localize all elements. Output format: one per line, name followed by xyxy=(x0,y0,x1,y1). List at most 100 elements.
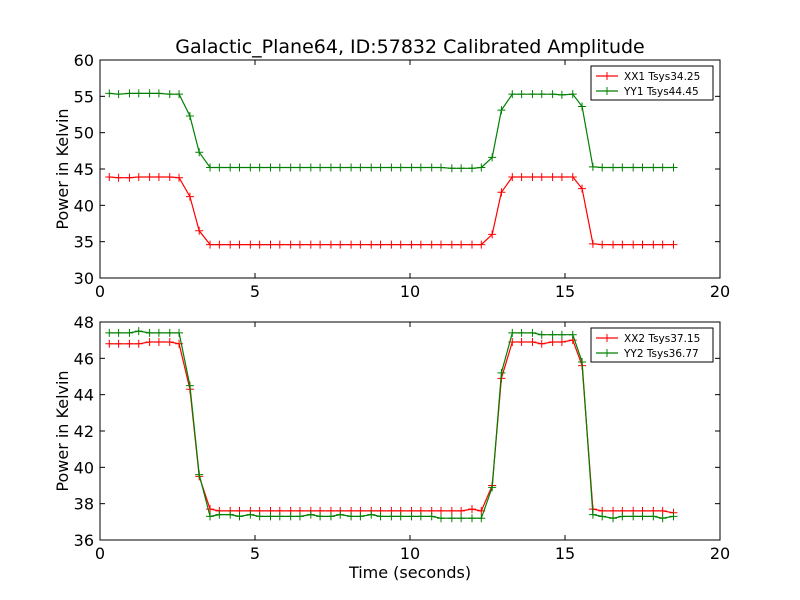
data-point xyxy=(477,163,486,172)
data-point xyxy=(105,328,114,337)
data-point xyxy=(669,240,678,249)
legend-label: XX1 Tsys34.25 xyxy=(624,71,700,83)
data-point xyxy=(105,172,114,181)
data-point xyxy=(447,514,456,523)
data-point xyxy=(658,240,667,249)
y-tick-label: 42 xyxy=(74,422,94,441)
legend-label: YY1 Tsys44.45 xyxy=(623,86,699,98)
data-point xyxy=(658,506,667,515)
data-point xyxy=(246,240,255,249)
data-point xyxy=(387,240,396,249)
data-point xyxy=(396,163,405,172)
y-tick-label: 48 xyxy=(74,313,94,332)
data-point xyxy=(629,512,638,521)
data-point xyxy=(306,240,315,249)
data-point xyxy=(618,512,627,521)
data-point xyxy=(609,514,618,523)
data-point xyxy=(295,240,304,249)
data-point xyxy=(629,240,638,249)
data-point xyxy=(457,240,466,249)
data-point xyxy=(669,163,678,172)
data-point xyxy=(457,514,466,523)
data-point xyxy=(508,328,517,337)
data-point xyxy=(588,239,597,248)
data-point xyxy=(206,163,215,172)
data-point xyxy=(175,90,184,99)
data-point xyxy=(457,164,466,173)
data-point xyxy=(105,89,114,98)
data-point xyxy=(528,172,537,181)
data-point xyxy=(528,337,537,346)
data-point xyxy=(215,510,224,519)
data-point xyxy=(609,506,618,515)
data-point xyxy=(437,163,445,172)
data-point xyxy=(295,512,304,521)
x-tick-label: 20 xyxy=(710,544,730,563)
data-point xyxy=(105,339,114,348)
series-2 xyxy=(105,327,678,523)
data-point xyxy=(387,163,396,172)
data-point xyxy=(356,512,365,521)
data-point xyxy=(387,512,396,521)
chart-panel-2: 0 5 10 15 20 36 38 40 42 44 46 48 Power in Kelvin Tim… xyxy=(53,313,730,582)
data-point xyxy=(618,240,627,249)
data-point xyxy=(437,514,445,523)
data-point xyxy=(568,330,577,339)
data-point xyxy=(125,173,134,182)
x-axis-label: Time (seconds) xyxy=(348,563,471,582)
y-tick-label: 55 xyxy=(74,87,94,106)
data-point xyxy=(638,512,647,521)
data-point xyxy=(537,90,546,99)
data-point xyxy=(114,90,123,99)
data-point xyxy=(347,512,356,521)
data-point xyxy=(145,337,154,346)
y-tick-label: 40 xyxy=(74,196,94,215)
data-point xyxy=(306,510,315,519)
data-point xyxy=(376,240,385,249)
data-point xyxy=(517,337,526,346)
data-point xyxy=(598,163,607,172)
y-tick-label: 45 xyxy=(74,160,94,179)
data-point xyxy=(488,483,497,492)
data-point xyxy=(416,163,425,172)
data-point xyxy=(407,163,416,172)
x-tick-label: 15 xyxy=(555,282,575,301)
x-tick-label: 0 xyxy=(95,544,105,563)
y-tick-label: 50 xyxy=(74,124,94,143)
data-point xyxy=(145,89,154,98)
data-point xyxy=(206,505,215,514)
data-point xyxy=(578,102,587,111)
data-point xyxy=(347,240,356,249)
series-2 xyxy=(105,89,678,173)
x-tick-label: 10 xyxy=(400,282,420,301)
data-point xyxy=(649,512,658,521)
legend-label: YY2 Tsys36.77 xyxy=(623,348,699,360)
x-tick-label: 5 xyxy=(250,282,260,301)
data-point xyxy=(336,163,345,172)
data-point xyxy=(275,512,284,521)
data-point xyxy=(588,162,597,171)
data-point xyxy=(356,163,365,172)
data-point xyxy=(185,192,194,201)
data-point xyxy=(145,172,154,181)
legend: XX2 Tsys37.15 YY2 Tsys36.77 xyxy=(590,327,714,363)
x-tick-label: 0 xyxy=(95,282,105,301)
data-point xyxy=(286,512,295,521)
data-point xyxy=(165,328,174,337)
data-point xyxy=(537,172,546,181)
data-point xyxy=(457,506,466,515)
legend: XX1 Tsys34.25 YY1 Tsys44.45 xyxy=(590,65,714,101)
y-tick-label: 60 xyxy=(74,51,94,70)
data-point xyxy=(195,470,204,479)
data-point xyxy=(517,90,526,99)
data-point xyxy=(114,339,123,348)
data-point xyxy=(114,173,123,182)
data-point xyxy=(578,184,587,193)
data-point xyxy=(347,163,356,172)
data-point xyxy=(517,172,526,181)
data-point xyxy=(517,328,526,337)
y-axis-label: Power in Kelvin xyxy=(53,108,72,229)
data-point xyxy=(528,328,537,337)
data-point xyxy=(396,512,405,521)
